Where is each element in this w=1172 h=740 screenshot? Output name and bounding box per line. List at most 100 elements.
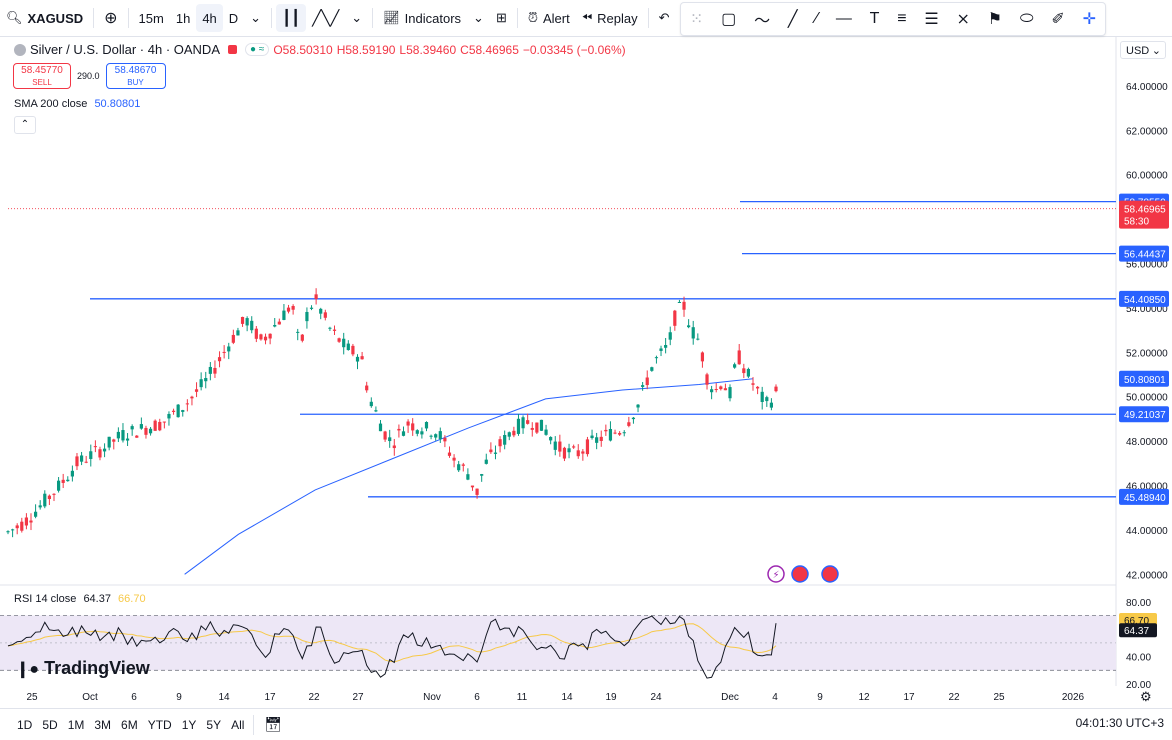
candle-body [365,385,369,391]
grid-icon: ⊞ [495,10,507,25]
candle-body [659,348,663,351]
candle-body [512,430,516,436]
sma-200-line [184,378,754,575]
candle-body [576,450,580,457]
sell-button[interactable]: 58.45770 SELL [13,63,71,89]
legend-low: L58.39460 [399,42,457,57]
indicators-button[interactable]: 📈︎ Indicators [377,4,467,32]
candle-body [627,422,631,426]
range-ytd[interactable]: YTD [147,717,172,732]
candles-button[interactable]: ┃┃ [276,4,307,32]
shape-tool-icon[interactable]: ⬭ [1019,10,1034,27]
interval-4h[interactable]: 4h [196,4,223,32]
candle-body [43,493,47,507]
range-5y[interactable]: 5Y [206,717,222,732]
compare-button[interactable]: ⊕ [98,4,123,32]
date-tick-label: 2026 [1062,692,1085,703]
candle-body [553,441,557,450]
symbol-search[interactable]: 🔍︎ XAGUSD [0,4,89,32]
candle-body [61,479,65,483]
indicators-dropdown[interactable]: ⌄ [467,4,490,32]
brush-tool-icon[interactable]: ✐ [1051,11,1065,28]
candle-body [618,432,622,435]
candle-body [153,420,157,431]
candle-body [664,345,668,348]
candle-body [194,389,199,392]
candle-body [305,311,309,322]
interval-dropdown[interactable]: ⌄ [244,4,267,32]
candle-body [434,434,438,438]
rsi-line [7,615,777,679]
interval-15m[interactable]: 15m [138,10,164,26]
candles-icon: ┃┃ [282,10,301,27]
interval-1h[interactable]: 1h [175,10,191,26]
candle-body [383,431,387,440]
candle-body [139,424,143,429]
drag-handle-icon[interactable]: ⁙ [689,11,704,28]
replay-button[interactable]: ⏪︎ Replay [576,4,644,32]
legend-toggle-icon[interactable]: ● ≈ [245,43,270,56]
fib-tool-icon[interactable]: ☰ [924,11,939,28]
candle-body [135,435,139,438]
horizontal-line-tool-icon[interactable]: — [835,10,852,27]
buy-button[interactable]: 58.48670 BUY [105,63,166,89]
candle-body [470,485,475,488]
candle-body [75,456,79,467]
range-6m[interactable]: 6M [121,717,138,732]
range-1m[interactable]: 1M [67,717,85,732]
rsi-label: RSI 14 close [14,593,77,605]
chart-type-dropdown[interactable]: ⌄ [345,4,368,32]
text-tool-icon[interactable]: T [869,10,880,27]
interval-d[interactable]: D [228,10,239,26]
candle-body [480,474,484,476]
crosshair-tool-icon[interactable]: ✛ [1082,11,1097,28]
parallel-channel-tool-icon[interactable]: ≡ [897,10,907,27]
candle-body [645,377,649,386]
candle-body [208,366,212,374]
candle-body [24,517,28,526]
ray-tool-icon[interactable]: ∕ [815,10,819,27]
sma-legend: SMA 200 close 50.80801 [14,98,140,110]
candle-body [374,410,378,412]
event-icons: ⚡︎ [767,565,839,583]
dividend-event-icon [767,565,785,583]
collapse-legend-button[interactable]: ⌃ [14,116,36,134]
logo-text: TradingView [44,658,150,678]
range-1y[interactable]: 1Y [181,717,197,732]
axis-settings-button[interactable]: ⚙︎ [1140,689,1152,704]
currency-select[interactable]: USD ⌄ [1120,41,1166,59]
date-tick-label: 14 [218,692,230,703]
candle-body [420,431,424,435]
rsi-badge-label: 64.37 [1124,626,1149,637]
trend-line-tool-icon[interactable]: ╱ [787,11,798,28]
rectangle-tool-icon[interactable]: ▢ [721,11,737,28]
candle-body [774,386,778,392]
candle-body [29,520,33,523]
tradingview-logo-icon: ❙● [16,661,40,678]
date-range-icon[interactable]: 📅︎ [264,716,283,732]
candle-body [388,437,392,442]
path-tool-icon[interactable]: 〜 [754,13,771,30]
level-price-badge [1119,488,1169,505]
alert-button[interactable]: ⏰︎ Alert [522,4,576,32]
sma-label: SMA 200 close [14,98,88,110]
candle-body [447,452,452,456]
flag-tool-icon[interactable]: ⚑ [987,11,1003,28]
candle-body [84,461,88,463]
undo-button[interactable]: ↶ [653,4,676,32]
candle-body [604,429,608,432]
range-5d[interactable]: 5D [42,717,58,732]
line-type-button[interactable]: ╱╲╱ [306,4,345,32]
candle-body [493,452,498,454]
layouts-button[interactable]: ⊞ [490,4,513,32]
chevron-down-icon: ⌄ [351,10,363,25]
candle-body [599,436,603,441]
candle-body [116,431,120,439]
candle-body [52,493,56,495]
range-3m[interactable]: 3M [94,717,112,732]
candle-body [516,418,521,434]
pitchfork-tool-icon[interactable]: ⨯ [956,11,970,28]
range-1d[interactable]: 1D [17,717,33,732]
range-all[interactable]: All [231,717,245,732]
